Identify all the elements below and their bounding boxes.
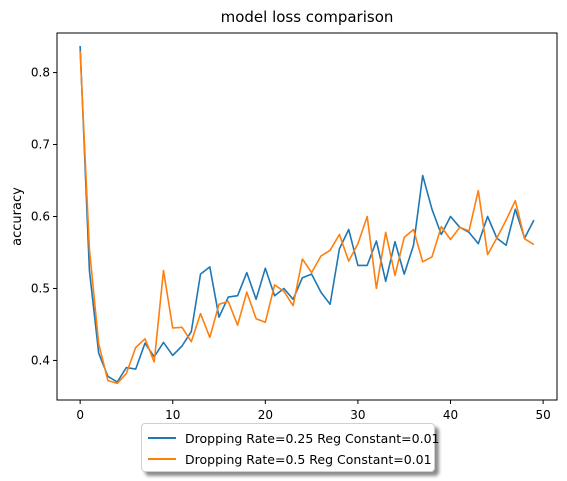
legend-swatch: [148, 458, 176, 460]
x-tick-label: 10: [165, 408, 180, 422]
series-line-2: [79, 50, 535, 385]
legend-swatch: [148, 437, 176, 439]
y-tick-label: 0.8: [31, 66, 50, 80]
x-tick-label: 30: [350, 408, 365, 422]
y-tick-label: 0.6: [31, 210, 50, 224]
legend-item: Dropping Rate=0.5 Reg Constant=0.01: [148, 449, 432, 469]
y-tick-label: 0.5: [31, 281, 50, 295]
plot-lines: [79, 45, 535, 385]
y-tick-label: 0.7: [31, 138, 50, 152]
x-tick-label: 50: [535, 408, 550, 422]
series-line-1: [79, 45, 535, 383]
axis-ticks: 0 10 20 30 40 50 0.4 0.5 0.6 0.7 0.8: [31, 66, 551, 422]
x-tick-label: 20: [258, 408, 273, 422]
x-tick-label: 40: [443, 408, 458, 422]
legend-label: Dropping Rate=0.25 Reg Constant=0.01: [185, 430, 440, 446]
y-tick-label: 0.4: [31, 353, 50, 367]
legend-label: Dropping Rate=0.5 Reg Constant=0.01: [185, 451, 432, 467]
x-tick-label: 0: [76, 408, 84, 422]
y-axis-label: accuracy: [10, 187, 25, 246]
chart-title: model loss comparison: [221, 8, 394, 26]
legend-item: Dropping Rate=0.25 Reg Constant=0.01: [148, 428, 439, 448]
legend: Dropping Rate=0.25 Reg Constant=0.01 Dro…: [141, 423, 439, 472]
plot-frame: [56, 32, 558, 401]
